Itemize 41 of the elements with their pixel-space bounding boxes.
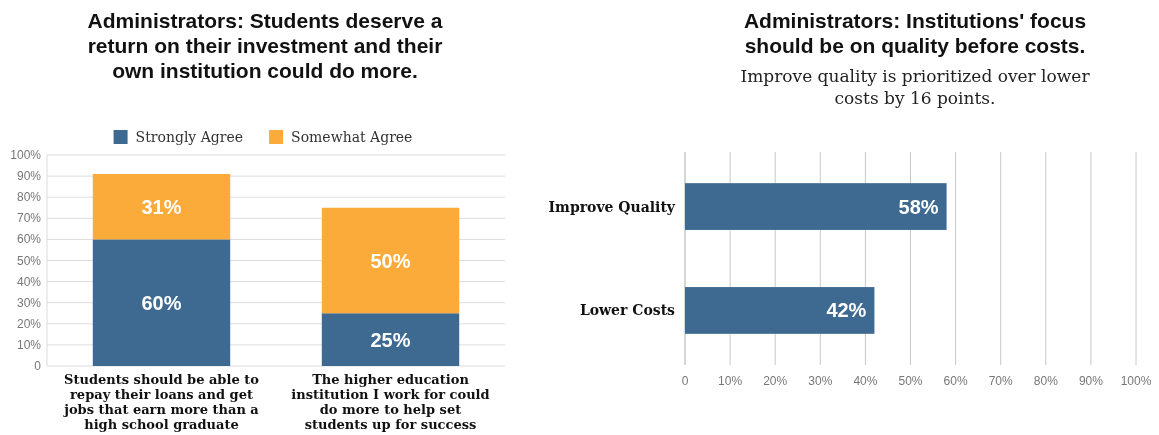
y-tick-label: 100% bbox=[10, 148, 42, 162]
bar bbox=[321, 313, 460, 366]
y-tick-label: 40% bbox=[16, 274, 42, 289]
x-tick-label: 90% bbox=[1078, 374, 1104, 388]
y-tick-label: Lower Costs bbox=[579, 302, 676, 319]
x-tick-label: 70% bbox=[988, 374, 1014, 388]
bar bbox=[92, 173, 231, 240]
y-tick-label: 0 bbox=[34, 359, 42, 373]
bar bbox=[321, 207, 460, 314]
x-tick-label: 80% bbox=[1033, 374, 1059, 388]
bar bbox=[92, 239, 231, 366]
chart-subtitle: Improve quality is prioritized over lower costs by 16 points. bbox=[740, 66, 1091, 108]
data-label: 58% bbox=[898, 195, 939, 218]
x-tick-label: Students should be able to repay their loans and get jobs that earn more than a high school graduate bbox=[63, 372, 260, 432]
y-tick-label: 30% bbox=[16, 295, 42, 310]
data-label: 50% bbox=[370, 249, 411, 272]
y-tick-label: 80% bbox=[16, 190, 42, 205]
data-label: 60% bbox=[141, 291, 182, 314]
y-tick-label: 90% bbox=[16, 169, 42, 184]
x-tick-label: 100% bbox=[1120, 374, 1152, 388]
data-label: 42% bbox=[826, 299, 867, 322]
x-tick-label: 40% bbox=[853, 374, 878, 388]
chart-title: Administrators: Students deserve a return on their investment and their own institution could do more. bbox=[87, 9, 443, 82]
x-tick-label: 60% bbox=[943, 374, 968, 388]
y-tick-label: 50% bbox=[16, 253, 42, 268]
x-tick-label: 20% bbox=[763, 374, 788, 388]
data-label: 31% bbox=[141, 195, 182, 218]
y-tick-label: 60% bbox=[16, 232, 42, 247]
y-tick-label: 20% bbox=[16, 316, 42, 331]
x-tick-label: 0 bbox=[681, 374, 689, 388]
data-label: 25% bbox=[370, 328, 411, 351]
y-tick-label: 70% bbox=[16, 211, 42, 226]
y-tick-label: Improve Quality bbox=[548, 198, 676, 215]
legend-label: Somewhat Agree bbox=[291, 129, 413, 145]
x-tick-label: 10% bbox=[718, 374, 743, 388]
y-tick-label: 10% bbox=[16, 337, 42, 352]
chart-title: Administrators: Institutions' focus should be on quality before costs. bbox=[743, 9, 1087, 57]
x-tick-label: 50% bbox=[898, 374, 923, 388]
x-tick-label: 30% bbox=[808, 374, 833, 388]
x-tick-label: The higher education institution I work for could do more to help set students up for success bbox=[291, 372, 490, 432]
legend-label: Strongly Agree bbox=[135, 129, 244, 145]
